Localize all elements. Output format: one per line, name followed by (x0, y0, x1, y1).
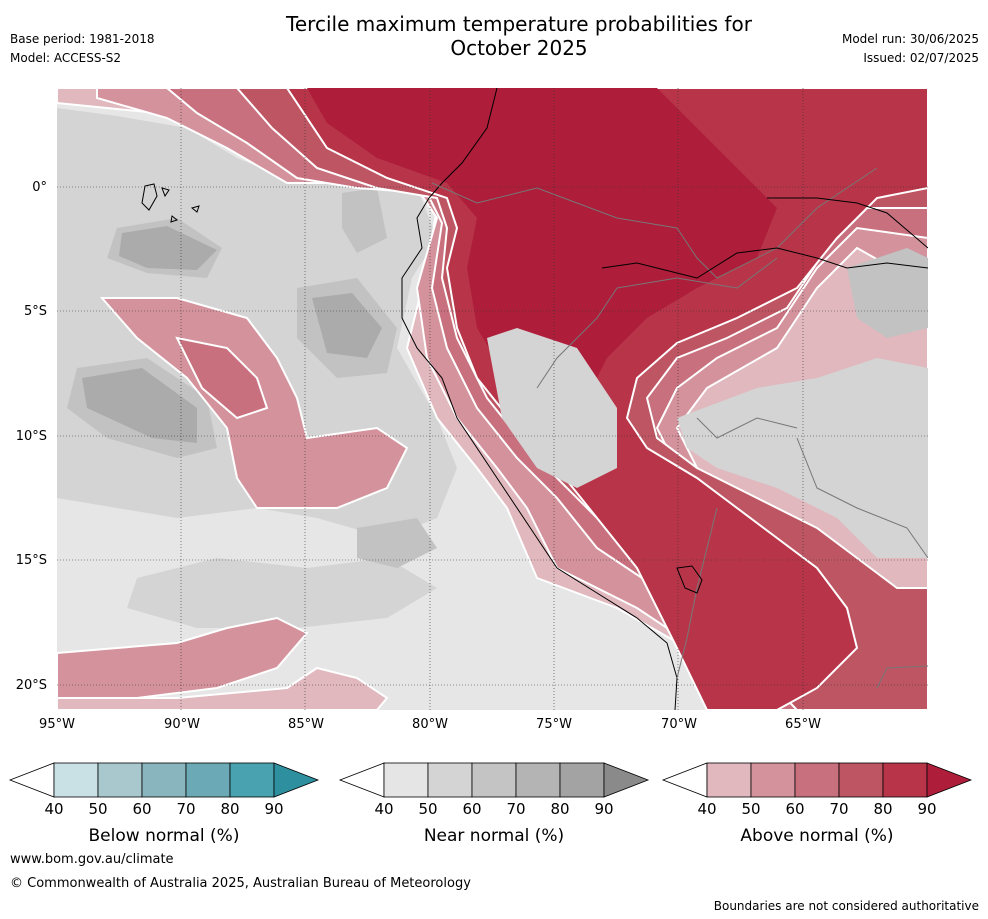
near-normal-inland (487, 328, 617, 488)
lat-label: 10°S (15, 429, 47, 444)
near-normal-patch (357, 518, 437, 568)
country-border (431, 167, 928, 689)
boundary-disclaimer: Boundaries are not considered authoritat… (713, 899, 979, 913)
colorbar-high-extend (926, 762, 973, 798)
near-normal-patch (119, 226, 217, 270)
near-normal-inland (677, 358, 928, 558)
lon-label: 90°W (164, 717, 200, 732)
colorbar-segment (794, 762, 840, 798)
above-normal-ticks: 40 50 60 70 80 90 (661, 800, 973, 820)
colorbar-segment (97, 762, 143, 798)
colorbar-tick: 60 (785, 800, 805, 818)
colorbar-tick: 70 (176, 800, 196, 818)
colorbar-segment (471, 762, 517, 798)
lon-label: 70°W (661, 717, 697, 732)
above-normal-patch (175, 336, 269, 420)
colorbar-segment (882, 762, 928, 798)
near-normal-patch (127, 558, 437, 628)
above-normal-label: Above normal (%) (740, 826, 894, 846)
colorbar-low-extend (661, 762, 708, 798)
colorbar-segment (53, 762, 99, 798)
lon-label: 80°W (412, 717, 448, 732)
colorbar-tick: 60 (132, 800, 152, 818)
below-normal-label: Below normal (%) (88, 826, 240, 846)
colorbar-tick: 90 (264, 800, 284, 818)
base-period: Base period: 1981-2018 (10, 32, 155, 46)
map-canvas (57, 88, 928, 710)
title-line-1: Tercile maximum temperature probabilitie… (286, 12, 752, 36)
colorbar-low-extend (338, 762, 385, 798)
lat-label: 0° (32, 180, 47, 195)
colorbar-tick: 80 (550, 800, 570, 818)
title-line-2: October 2025 (450, 36, 588, 60)
below-normal-colorbar (8, 760, 320, 800)
near-normal-inland (847, 248, 928, 338)
probability-map (57, 88, 928, 710)
colorbar-tick: 40 (697, 800, 717, 818)
above-normal-colorbar (661, 760, 973, 800)
colorbar-tick: 60 (462, 800, 482, 818)
colorbar-tick: 50 (418, 800, 438, 818)
near-normal-colorbar (338, 760, 650, 800)
coastline (401, 88, 678, 710)
copyright-text: © Commonwealth of Australia 2025, Austra… (10, 876, 471, 891)
colorbar-tick: 40 (374, 800, 394, 818)
colorbar-segment (838, 762, 884, 798)
colorbar-tick: 50 (88, 800, 108, 818)
colorbar-segment (750, 762, 796, 798)
colorbar-tick: 80 (220, 800, 240, 818)
lon-label: 95°W (39, 717, 75, 732)
near-normal-patch (312, 293, 382, 358)
colorbar-segment (559, 762, 605, 798)
model-name: Model: ACCESS-S2 (10, 51, 122, 65)
galapagos-islands (141, 183, 200, 223)
colorbar-tick: 70 (506, 800, 526, 818)
above-normal-90-area (307, 88, 777, 428)
near-normal-patch (342, 188, 387, 253)
below-normal-ticks: 40 50 60 70 80 90 (8, 800, 320, 820)
colorbar-high-extend (603, 762, 650, 798)
above-normal-patch (57, 666, 389, 710)
colorbar-segment (427, 762, 473, 798)
colorbar-tick: 90 (594, 800, 614, 818)
colorbar-segment (706, 762, 752, 798)
lon-label: 85°W (288, 717, 324, 732)
colorbar-segment (515, 762, 561, 798)
graticule (57, 88, 928, 710)
colorbar-tick: 50 (741, 800, 761, 818)
lon-label: 75°W (536, 717, 572, 732)
colorbar-segment (383, 762, 429, 798)
colorbar-segment (185, 762, 231, 798)
page-title: Tercile maximum temperature probabilitie… (194, 12, 844, 60)
lat-label: 20°S (15, 678, 47, 693)
colorbar-low-extend (8, 762, 55, 798)
near-normal-ticks: 40 50 60 70 80 90 (338, 800, 650, 820)
lon-label: 65°W (785, 717, 821, 732)
colorbar-high-extend (273, 762, 320, 798)
colorbar-segment (141, 762, 187, 798)
website-link[interactable]: www.bom.gov.au/climate (10, 852, 174, 867)
colorbar-tick: 40 (44, 800, 64, 818)
colorbar-tick: 70 (829, 800, 849, 818)
lake-titicaca (676, 565, 703, 594)
near-normal-label: Near normal (%) (423, 826, 565, 846)
lat-label: 15°S (15, 553, 47, 568)
colorbar-tick: 80 (873, 800, 893, 818)
colorbar-tick: 90 (917, 800, 937, 818)
lat-label: 5°S (23, 304, 47, 319)
colorbar-segment (229, 762, 275, 798)
model-run: Model run: 30/06/2025 (841, 32, 979, 46)
river (601, 197, 928, 279)
issued-date: Issued: 02/07/2025 (863, 51, 979, 65)
near-normal-patch (82, 368, 197, 443)
